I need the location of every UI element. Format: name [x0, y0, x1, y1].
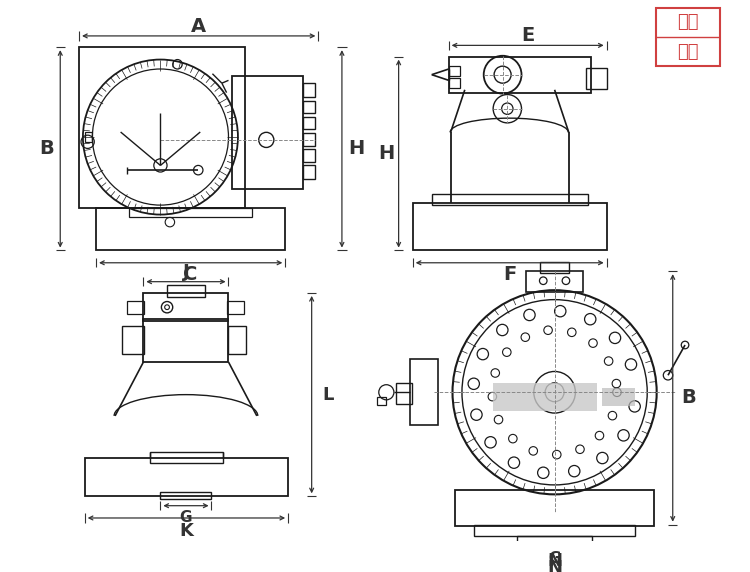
Text: K: K — [179, 522, 194, 540]
Bar — [377, 397, 386, 404]
Bar — [494, 383, 597, 411]
Text: N: N — [547, 559, 562, 572]
Bar — [303, 101, 316, 113]
Bar — [448, 78, 460, 88]
Text: B: B — [682, 388, 696, 407]
Bar — [303, 83, 316, 97]
Bar — [122, 326, 144, 355]
Bar — [432, 194, 588, 205]
Text: F: F — [503, 265, 516, 284]
Bar — [96, 208, 285, 251]
Text: N: N — [547, 551, 562, 570]
Bar — [150, 452, 223, 463]
Bar — [129, 208, 252, 217]
Text: 五金: 五金 — [677, 43, 698, 61]
Bar — [586, 68, 607, 89]
Bar — [143, 293, 229, 321]
Bar — [226, 300, 244, 314]
Bar — [413, 203, 607, 251]
Text: G: G — [548, 551, 561, 566]
Bar — [85, 458, 288, 496]
Text: A: A — [191, 17, 206, 36]
Bar — [303, 117, 316, 129]
Bar — [143, 320, 229, 362]
Bar — [303, 149, 316, 162]
Text: J: J — [182, 263, 189, 281]
Text: G: G — [180, 510, 192, 526]
Bar — [167, 285, 205, 297]
Bar — [517, 536, 593, 545]
Bar — [602, 388, 635, 407]
Bar — [526, 271, 583, 292]
Bar — [160, 491, 212, 499]
Bar — [448, 66, 460, 76]
Text: L: L — [322, 386, 334, 404]
Text: H: H — [348, 140, 364, 158]
Bar — [448, 57, 590, 93]
Text: H: H — [378, 144, 394, 163]
Bar — [396, 383, 412, 404]
Bar — [80, 47, 245, 208]
Bar — [85, 132, 92, 142]
Bar — [303, 133, 316, 145]
Bar — [455, 490, 654, 526]
Bar — [303, 165, 316, 178]
Bar — [474, 525, 635, 536]
Bar — [541, 262, 568, 273]
Bar — [410, 359, 438, 426]
Text: C: C — [184, 265, 198, 284]
Bar — [656, 7, 720, 66]
Bar — [128, 300, 144, 314]
Bar — [227, 326, 247, 355]
Bar — [232, 76, 303, 189]
Text: E: E — [521, 26, 534, 45]
Text: B: B — [40, 140, 55, 158]
Text: 顺腾: 顺腾 — [677, 13, 698, 31]
